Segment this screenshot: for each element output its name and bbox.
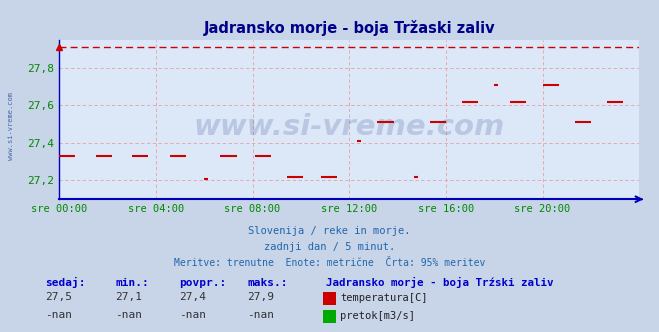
Text: -nan: -nan [115,310,142,320]
Text: sedaj:: sedaj: [45,277,85,288]
Text: 27,1: 27,1 [115,292,142,302]
Text: temperatura[C]: temperatura[C] [340,293,428,303]
Text: min.:: min.: [115,278,149,288]
Text: Jadransko morje - boja Trźski zaliv: Jadransko morje - boja Trźski zaliv [326,277,554,288]
Text: maks.:: maks.: [247,278,287,288]
Text: zadnji dan / 5 minut.: zadnji dan / 5 minut. [264,242,395,252]
Text: -nan: -nan [45,310,72,320]
Text: -nan: -nan [247,310,274,320]
Text: Slovenija / reke in morje.: Slovenija / reke in morje. [248,226,411,236]
Text: 27,9: 27,9 [247,292,274,302]
Text: www.si-vreme.com: www.si-vreme.com [194,114,505,141]
Text: www.si-vreme.com: www.si-vreme.com [8,92,14,160]
Text: pretok[m3/s]: pretok[m3/s] [340,311,415,321]
Text: 27,4: 27,4 [179,292,206,302]
Text: Meritve: trenutne  Enote: metrične  Črta: 95% meritev: Meritve: trenutne Enote: metrične Črta: … [174,258,485,268]
Title: Jadransko morje - boja Tržaski zaliv: Jadransko morje - boja Tržaski zaliv [204,20,495,36]
Text: -nan: -nan [179,310,206,320]
Text: povpr.:: povpr.: [179,278,227,288]
Text: 27,5: 27,5 [45,292,72,302]
